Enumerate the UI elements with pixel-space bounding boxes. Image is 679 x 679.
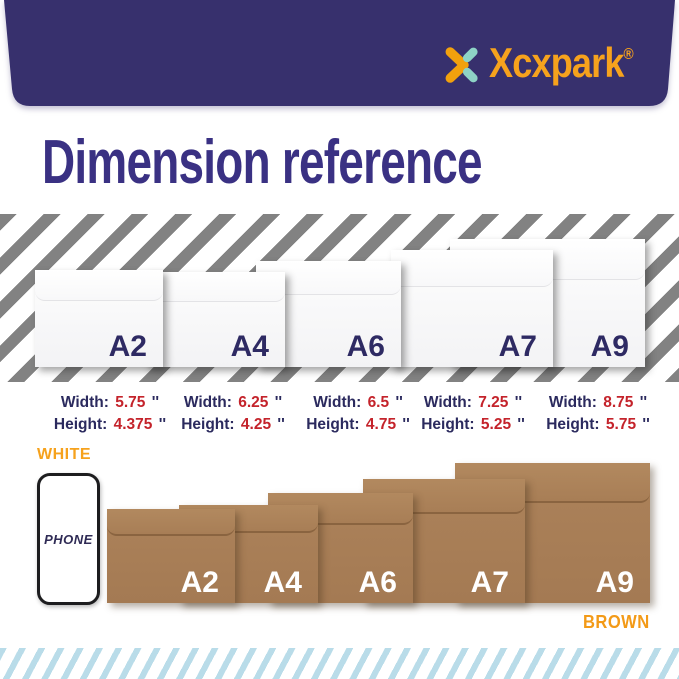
inch-mark: '': [151, 394, 160, 411]
spec-height-line: Height: 4.375 '': [40, 414, 180, 436]
spec-a7: Width: 7.25 '' Height: 5.25 '': [403, 392, 543, 436]
width-value: 5.75: [115, 394, 146, 411]
page-title: Dimension reference: [42, 128, 483, 197]
header-band: [4, 0, 675, 106]
spec-height-line: Height: 5.25 '': [403, 414, 543, 436]
envelope-white-a4: A4: [146, 272, 285, 367]
height-value: 4.375: [113, 416, 153, 433]
inch-mark: '': [642, 416, 650, 433]
inch-mark: '': [514, 394, 523, 411]
spec-a4: Width: 6.25 '' Height: 4.25 '': [163, 392, 303, 436]
width-label: Width:: [313, 394, 362, 411]
height-label: Height:: [306, 416, 360, 433]
width-value: 6.25: [238, 394, 269, 411]
height-label: Height:: [181, 416, 235, 433]
height-value: 5.75: [605, 416, 637, 433]
inch-mark: '': [395, 394, 403, 411]
width-label: Width:: [183, 394, 232, 411]
phone-illustration: PHONE: [37, 473, 100, 605]
height-label: Height:: [546, 416, 600, 433]
envelope-label: A4: [230, 330, 269, 363]
phone-label: PHONE: [44, 531, 93, 547]
envelope-label: A9: [595, 566, 634, 599]
width-label: Width:: [423, 394, 472, 411]
width-value: 7.25: [478, 394, 509, 411]
spec-width-line: Width: 8.75 '': [528, 392, 668, 414]
envelope-white-a2: A2: [35, 270, 163, 367]
brand-logo: Xcxpark®: [444, 42, 657, 84]
spec-a6: Width: 6.5 '' Height: 4.75 '': [288, 392, 428, 436]
height-label: Height:: [53, 416, 108, 433]
envelope-brown-a2: A2: [107, 509, 235, 603]
envelope-label: A2: [180, 566, 219, 599]
brown-section-label: BROWN: [583, 612, 650, 632]
inch-mark: '': [639, 394, 648, 411]
height-value: 5.25: [480, 416, 512, 433]
registered-mark: ®: [623, 46, 634, 63]
height-value: 4.75: [365, 416, 397, 433]
spec-width-line: Width: 6.25 '': [163, 392, 303, 414]
brand-x-icon: [445, 47, 478, 83]
spec-a2: Width: 5.75 '' Height: 4.375 '': [40, 392, 180, 436]
envelope-label: A6: [358, 566, 397, 599]
spec-height-line: Height: 5.75 '': [528, 414, 668, 436]
envelope-label: A7: [470, 566, 509, 599]
envelope-label: A2: [108, 330, 147, 363]
spec-width-line: Width: 7.25 '': [403, 392, 543, 414]
white-section-label: WHITE: [37, 446, 92, 463]
envelope-label: A7: [498, 330, 537, 363]
inch-mark: '': [402, 416, 410, 433]
inch-mark: '': [274, 394, 283, 411]
envelope-label: A9: [590, 330, 629, 363]
width-label: Width:: [548, 394, 597, 411]
spec-height-line: Height: 4.25 '': [163, 414, 303, 436]
width-value: 6.5: [367, 394, 390, 411]
spec-height-line: Height: 4.75 '': [288, 414, 428, 436]
envelope-label: A6: [346, 330, 385, 363]
brand-name: Xcxpark®: [489, 42, 634, 84]
spec-width-line: Width: 5.75 '': [40, 392, 180, 414]
inch-mark: '': [277, 416, 285, 433]
envelope-label: A4: [263, 566, 302, 599]
width-value: 8.75: [603, 394, 634, 411]
inch-mark: '': [517, 416, 525, 433]
spec-width-line: Width: 6.5 '': [288, 392, 428, 414]
spec-a9: Width: 8.75 '' Height: 5.75 '': [528, 392, 668, 436]
envelope-white-a7: A7: [391, 250, 553, 367]
width-label: Width:: [60, 394, 109, 411]
footer-stripes-decoration: [0, 648, 679, 679]
brand-name-text: Xcxpark: [489, 39, 624, 86]
height-label: Height:: [421, 416, 475, 433]
height-value: 4.25: [240, 416, 272, 433]
inch-mark: '': [158, 416, 167, 433]
